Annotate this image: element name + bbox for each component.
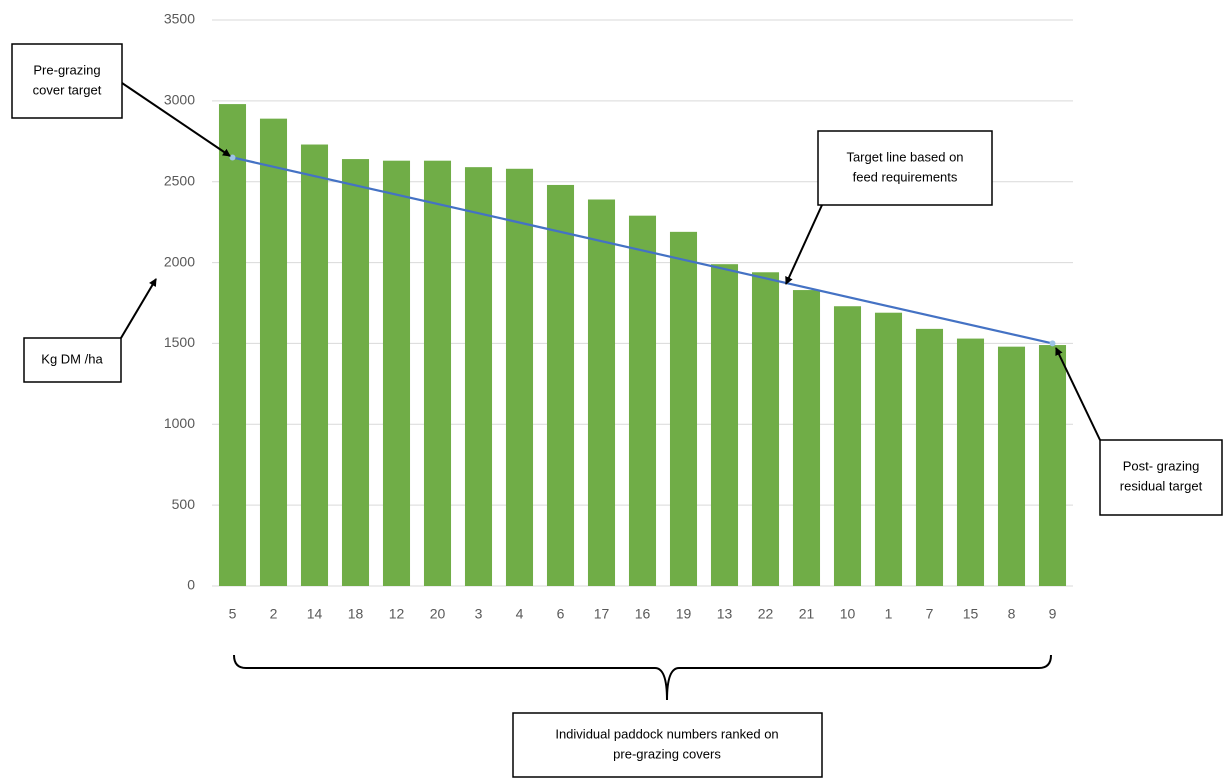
target-point [1049,340,1056,347]
annotation-text: cover target [33,82,102,97]
x-tick-label: 3 [475,606,483,622]
annotation-text: residual target [1120,478,1203,493]
bar [300,144,329,586]
y-tick-label: 3000 [164,92,195,108]
bar [341,159,370,586]
arrow [120,278,157,339]
x-tick-label: 1 [885,606,893,622]
bar [874,312,903,586]
annotation-box [817,130,993,206]
arrow [1055,347,1101,441]
x-tick-label: 15 [963,606,979,622]
target-point [229,154,236,161]
annotation-box [512,712,823,778]
y-tick-label: 1500 [164,334,195,350]
arrow [785,204,823,285]
bar [505,168,534,586]
bar [382,160,411,587]
x-tick-label: 5 [229,606,237,622]
x-tick-label: 13 [717,606,733,622]
bar [464,167,493,586]
x-tick-label: 9 [1049,606,1057,622]
annotation-text: Kg DM /ha [41,351,103,366]
bar [792,290,821,586]
y-tick-label: 2500 [164,172,195,188]
bar [956,338,985,586]
bar [833,306,862,586]
target-line [232,156,1053,345]
bar [423,160,452,587]
brace [233,654,1052,701]
x-tick-label: 22 [758,606,774,622]
annotation-text: pre-grazing covers [613,746,721,761]
bar [259,118,288,586]
annotation-box [11,43,123,119]
annotation-box [23,337,122,383]
annotation-text: Post- grazing [1123,458,1200,473]
y-tick-label: 2000 [164,253,195,269]
bar [587,199,616,586]
x-tick-label: 21 [799,606,815,622]
bar [218,104,247,586]
x-tick-label: 20 [430,606,446,622]
bar [1038,345,1067,586]
x-tick-label: 19 [676,606,692,622]
y-tick-label: 3500 [164,11,195,27]
x-tick-label: 18 [348,606,364,622]
annotations: Pre-grazing cover target Target line based… [11,43,1223,778]
x-tick-label: 7 [926,606,934,622]
annotation-text: Individual paddock numbers ranked on [555,726,778,741]
arrow [121,82,231,157]
bar [546,184,575,586]
bar [997,346,1026,586]
bar [710,264,739,586]
y-tick-label: 500 [172,496,196,512]
x-tick-label: 17 [594,606,610,622]
x-tick-label: 4 [516,606,524,622]
bar [915,328,944,586]
bar [751,272,780,586]
x-tick-label: 2 [270,606,278,622]
y-tick-label: 1000 [164,415,195,431]
x-tick-label: 16 [635,606,651,622]
annotation-text: Pre-grazing [33,62,100,77]
x-tick-label: 10 [840,606,856,622]
annotation-box [1099,439,1223,516]
x-tick-label: 12 [389,606,405,622]
bar [628,215,657,586]
x-tick-label: 14 [307,606,323,622]
bar [669,231,698,587]
annotation-text: feed requirements [853,169,958,184]
y-tick-label: 0 [187,577,195,593]
x-tick-label: 8 [1008,606,1016,622]
annotation-text: Target line based on [846,149,963,164]
x-tick-label: 6 [557,606,565,622]
